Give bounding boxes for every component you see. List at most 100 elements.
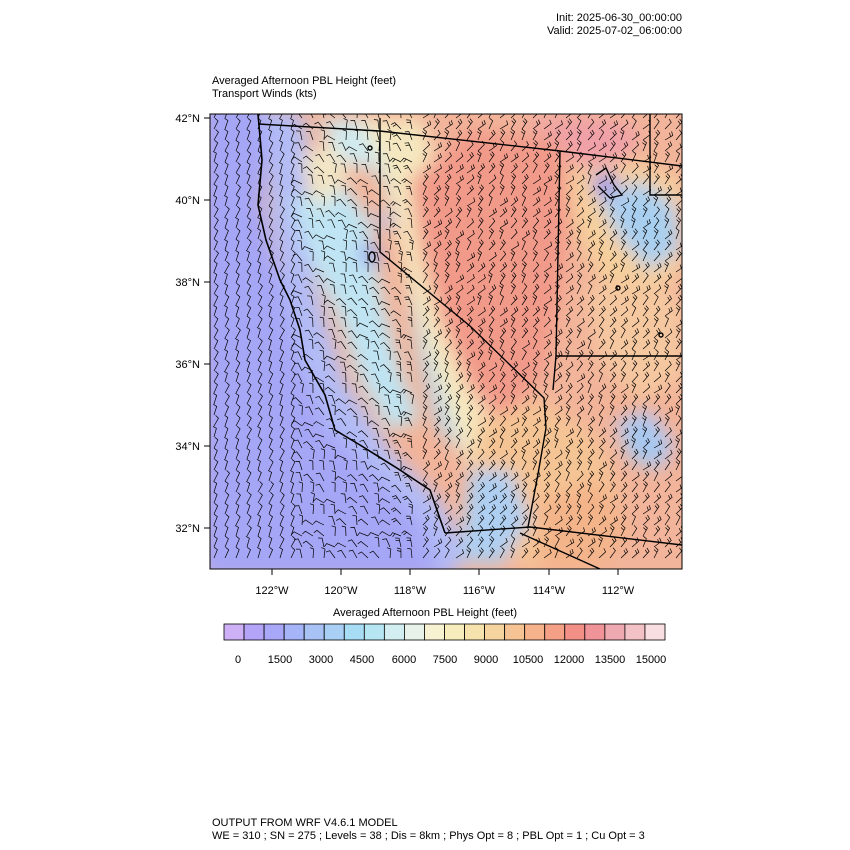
- wind-barb: [664, 449, 673, 460]
- wind-barb: [620, 383, 629, 394]
- wind-barb: [213, 437, 219, 449]
- wind-barb: [543, 481, 551, 493]
- wind-barb: [383, 427, 391, 438]
- wind-barb: [384, 251, 391, 262]
- wind-barb: [235, 535, 240, 548]
- wind-barb: [664, 536, 672, 548]
- wind-barb: [213, 305, 218, 317]
- wind-barb: [586, 480, 592, 493]
- wind-barb: [653, 173, 660, 185]
- wind-barb: [455, 118, 463, 130]
- wind-barb: [291, 188, 303, 196]
- wind-barb: [268, 360, 273, 372]
- wind-barb: [554, 536, 560, 548]
- wind-barb: [322, 114, 325, 119]
- wind-barb: [477, 195, 484, 207]
- wind-barb: [343, 118, 348, 130]
- wind-barb: [532, 492, 540, 504]
- wind-barb: [245, 535, 250, 548]
- wind-barb: [543, 393, 549, 405]
- wind-barb: [213, 382, 218, 394]
- wind-barb: [664, 393, 672, 405]
- wind-barb: [587, 172, 592, 185]
- wind-barb: [642, 218, 651, 229]
- wind-barb: [382, 120, 391, 130]
- wind-barb: [466, 536, 474, 548]
- wind-barb: [279, 184, 284, 196]
- wind-barb: [396, 393, 402, 405]
- wind-barb: [213, 546, 218, 559]
- wind-barb: [422, 219, 432, 229]
- wind-barb: [246, 118, 252, 130]
- wind-barb: [455, 549, 465, 559]
- wind-barb: [224, 227, 229, 240]
- wind-barb: [380, 286, 391, 295]
- wind-barb: [466, 426, 472, 438]
- wind-barb: [213, 114, 217, 119]
- wind-barb: [223, 459, 228, 471]
- wind-barb: [543, 351, 553, 361]
- wind-barb: [598, 114, 605, 119]
- wind-barb: [664, 493, 673, 504]
- wind-barb: [401, 530, 413, 537]
- wind-barb: [246, 327, 251, 339]
- wind-barb: [609, 262, 618, 273]
- wind-barb: [360, 461, 369, 471]
- wind-barb: [381, 417, 391, 427]
- wind-barb: [642, 196, 651, 207]
- wind-barb: [543, 504, 552, 515]
- wind-barb: [313, 234, 325, 240]
- wind-barb: [565, 338, 572, 350]
- wind-barb: [257, 250, 262, 262]
- wind-barb: [444, 152, 452, 163]
- wind-barb: [466, 459, 474, 471]
- wind-barb: [392, 142, 402, 152]
- wind-barb: [378, 114, 380, 119]
- wind-barb: [223, 304, 228, 317]
- wind-barb: [294, 351, 303, 361]
- wind-barb: [455, 294, 461, 306]
- wind-barb: [609, 120, 619, 130]
- plot-title-block: Averaged Afternoon PBL Height (feet) Tra…: [212, 75, 396, 101]
- wind-barb: [653, 294, 659, 306]
- wind-barb: [675, 273, 682, 284]
- wind-barb: [313, 520, 325, 526]
- wind-barb: [510, 338, 517, 350]
- wind-barb: [433, 240, 442, 251]
- wind-barb: [609, 164, 618, 174]
- wind-barb: [444, 284, 453, 295]
- wind-barb: [510, 515, 519, 526]
- wind-barb: [532, 547, 540, 559]
- wind-barb: [455, 140, 461, 152]
- wind-barb: [499, 162, 505, 174]
- colorbar-swatch: [564, 623, 586, 641]
- wind-barb: [379, 498, 391, 504]
- wind-barb: [213, 491, 218, 504]
- wind-barb: [444, 458, 449, 471]
- wind-barb: [365, 114, 369, 119]
- wind-barb: [620, 470, 628, 482]
- wind-barb: [257, 349, 263, 361]
- wind-barb: [392, 164, 402, 174]
- wind-barb: [675, 174, 682, 185]
- wind-barb: [235, 503, 240, 515]
- wind-barb: [291, 343, 303, 350]
- wind-barb: [257, 448, 262, 460]
- wind-barb: [294, 219, 303, 229]
- wind-barb: [304, 329, 314, 339]
- wind-barb: [510, 503, 518, 515]
- wind-barb: [642, 547, 650, 559]
- wind-barb: [444, 370, 449, 383]
- wind-barb: [675, 142, 682, 152]
- wind-barb: [521, 316, 529, 328]
- wind-barb: [521, 471, 530, 482]
- wind-barb: [466, 218, 475, 229]
- wind-barb: [675, 483, 682, 493]
- wind-barb: [598, 185, 607, 196]
- wind-barb: [400, 433, 413, 439]
- wind-barb: [576, 527, 586, 537]
- wind-barb: [213, 195, 218, 207]
- wind-barb: [488, 362, 498, 372]
- wind-barb: [246, 404, 252, 416]
- wind-barb: [224, 514, 230, 526]
